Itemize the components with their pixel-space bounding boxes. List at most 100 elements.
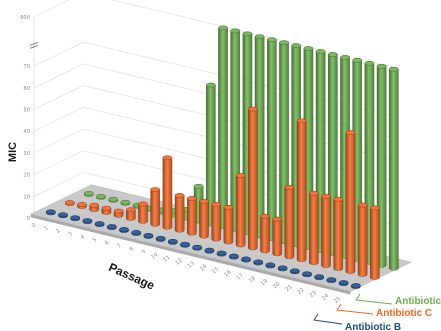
bar-top — [119, 227, 128, 231]
bar-body — [212, 202, 221, 241]
bar-body — [358, 203, 367, 277]
y-tick-label: 70 — [23, 64, 30, 70]
bar-top — [297, 119, 306, 123]
bar-top — [346, 131, 355, 135]
bar-antibiotic-b-passage-8 — [144, 233, 153, 238]
bar-antibiotic-c-passage-1 — [77, 202, 86, 208]
bar-top — [370, 206, 379, 210]
bar-antibiotic-c-passage-6 — [138, 202, 147, 224]
bar-antibiotic-c-passage-13 — [224, 205, 233, 244]
legend-label: Antibiotic I — [395, 296, 441, 307]
x-tick-label: 22 — [297, 287, 306, 296]
bar-antibiotic-c-passage-16 — [260, 214, 269, 253]
bar-antibiotic-b-passage-1 — [58, 213, 67, 218]
bar-top — [358, 203, 367, 207]
bar-top — [389, 67, 398, 71]
bar-top — [231, 29, 240, 33]
bar-top — [248, 107, 257, 111]
bar-top — [304, 46, 313, 50]
bar-antibiotic-b-passage-9 — [156, 236, 165, 241]
bar-antibiotic-c-passage-17 — [273, 217, 282, 256]
bar-body — [175, 193, 184, 232]
bar-antibiotic-c-passage-15 — [248, 107, 257, 250]
bar-top — [309, 191, 318, 195]
bar-antibiotic-c-passage-19 — [297, 119, 306, 262]
legend-label: Antibiotic B — [345, 322, 401, 331]
bar-body — [285, 185, 294, 259]
y-tick-label: 30 — [23, 151, 30, 157]
x-tick-label: 18 — [248, 275, 258, 284]
bar-top — [126, 208, 135, 212]
x-tick-label: 2 — [55, 228, 61, 235]
bar-antibiotic-b-passage-10 — [168, 239, 177, 244]
y-tick-label: 20 — [23, 173, 30, 179]
bar-top — [71, 216, 80, 220]
x-tick-label: 10 — [150, 251, 160, 260]
bar-antibiotic-c-passage-18 — [285, 185, 294, 259]
bar-top — [321, 194, 330, 198]
bar-top — [138, 202, 147, 206]
bar-antibiotic-c-passage-7 — [151, 188, 160, 227]
x-tick-label: 24 — [321, 293, 331, 302]
bar-antibiotic-b-passage-0 — [46, 210, 55, 215]
bar-top — [316, 49, 325, 53]
bar-top — [46, 210, 55, 214]
bar-antibiotic-c-passage-9 — [175, 193, 184, 232]
x-tick-label: 9 — [141, 248, 148, 255]
x-tick-label: 7 — [116, 243, 122, 250]
bar-antibiotic-c-passage-22 — [334, 197, 343, 271]
bar-antibiotic-c-passage-12 — [212, 202, 221, 241]
bar-antibiotic-c-passage-23 — [346, 131, 355, 274]
bar-top — [205, 248, 214, 252]
x-tick-label: 13 — [187, 261, 196, 270]
bar-body — [224, 205, 233, 244]
bar-antibiotic-b-passage-16 — [241, 257, 250, 262]
bar-top — [83, 219, 92, 223]
bar-body — [309, 191, 318, 265]
bar-top — [328, 52, 337, 56]
x-tick-label: 20 — [272, 281, 282, 290]
bar-antibiotic-b-passage-18 — [266, 263, 275, 268]
bar-antibiotic-i-passage-2 — [109, 197, 118, 202]
x-tick-label: 17 — [236, 272, 245, 281]
bar-body — [297, 119, 306, 262]
bar-top — [241, 257, 250, 261]
x-tick-label: 19 — [260, 278, 270, 287]
x-axis-title: Passage — [107, 260, 157, 293]
bar-body — [218, 26, 227, 229]
bar-top — [255, 35, 264, 39]
x-tick-label: 5 — [92, 237, 98, 244]
x-tick-label: 3 — [67, 231, 73, 238]
bar-top — [193, 245, 202, 249]
bar-top — [65, 201, 74, 205]
bar-top — [95, 222, 104, 226]
bar-body — [273, 217, 282, 256]
bar-top — [151, 188, 160, 192]
bar-antibiotic-b-passage-24 — [339, 281, 348, 286]
bar-body — [370, 206, 379, 280]
bar-top — [96, 194, 105, 198]
bar-antibiotic-c-passage-25 — [370, 206, 379, 280]
legend-label: Antibiotic C — [376, 308, 432, 319]
bar-body — [236, 173, 245, 247]
bar-antibiotic-b-passage-12 — [193, 245, 202, 250]
bar-top — [212, 202, 221, 206]
bar-body — [346, 131, 355, 274]
bar-antibiotic-b-passage-13 — [205, 248, 214, 253]
bar-top — [377, 64, 386, 68]
bar-top — [194, 184, 203, 188]
bar-top — [267, 38, 276, 42]
legend-bracket — [356, 294, 392, 304]
y-tick-label: 0 — [27, 216, 30, 222]
bar-top — [58, 213, 67, 217]
x-tick-label: 11 — [162, 255, 171, 264]
bar-body — [199, 199, 208, 238]
bar-top — [218, 26, 227, 30]
x-tick-label: 23 — [309, 290, 318, 299]
bar-antibiotic-b-passage-17 — [254, 260, 263, 265]
bar-antibiotic-c-passage-14 — [236, 173, 245, 247]
bar-top — [199, 199, 208, 203]
bar-top — [285, 185, 294, 189]
bar-antibiotic-c-passage-2 — [90, 203, 99, 212]
